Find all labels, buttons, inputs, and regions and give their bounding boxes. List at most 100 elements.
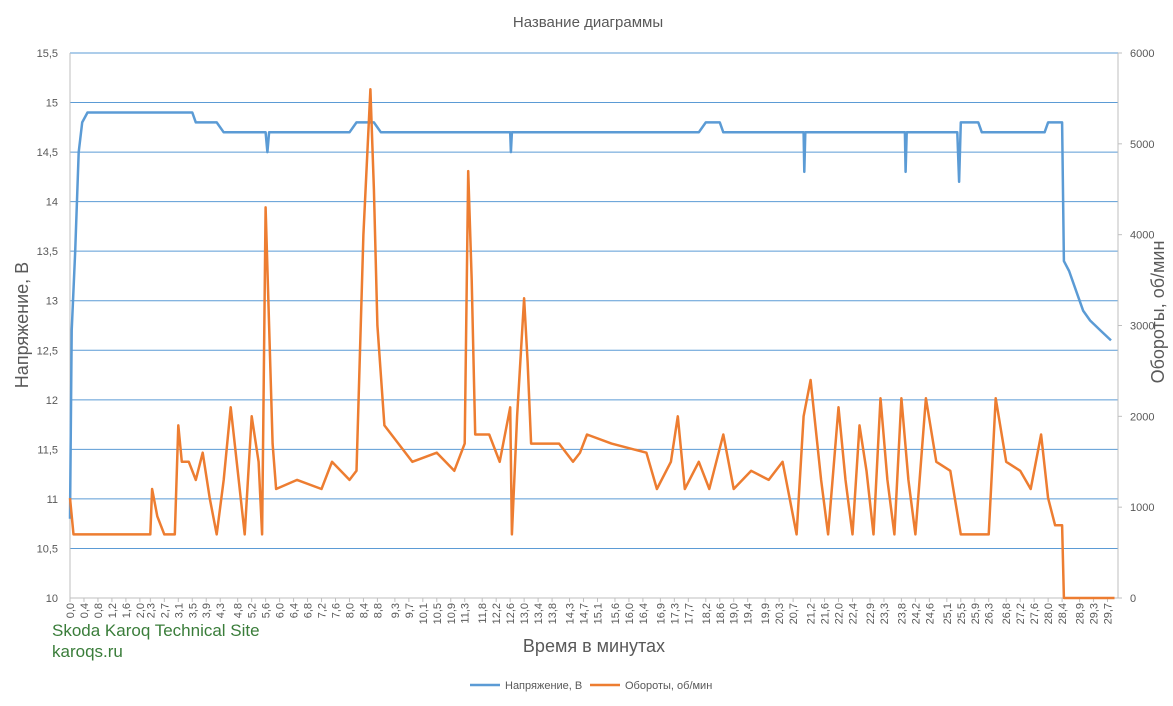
x-tick-label: 3,9 bbox=[201, 603, 213, 618]
x-tick-label: 15,6 bbox=[610, 603, 622, 624]
x-tick-label: 3,1 bbox=[173, 603, 185, 618]
x-tick-label: 29,3 bbox=[1089, 603, 1101, 624]
x-tick-label: 10,1 bbox=[418, 603, 430, 624]
x-tick-label: 6,8 bbox=[303, 603, 315, 618]
y-tick-label: 12 bbox=[46, 395, 58, 407]
x-tick-label: 14,3 bbox=[565, 603, 577, 624]
x-tick-label: 17,3 bbox=[669, 603, 681, 624]
y2-tick-label: 1000 bbox=[1130, 502, 1154, 514]
x-tick-label: 25,5 bbox=[956, 603, 968, 624]
x-tick-label: 18,2 bbox=[701, 603, 713, 624]
legend-label: Обороты, об/мин bbox=[625, 680, 712, 692]
x-tick-label: 5,2 bbox=[247, 603, 259, 618]
x-tick-label: 18,6 bbox=[715, 603, 727, 624]
series-line bbox=[68, 111, 1112, 519]
y-tick-label: 15 bbox=[46, 98, 58, 110]
x-tick-label: 27,2 bbox=[1015, 603, 1027, 624]
x-tick-label: 14,7 bbox=[579, 603, 591, 624]
x-tick-label: 12,6 bbox=[505, 603, 517, 624]
y2-axis-title: Обороты, об/мин bbox=[1148, 241, 1168, 384]
x-tick-label: 6,4 bbox=[289, 603, 301, 618]
x-tick-label: 12,2 bbox=[491, 603, 503, 624]
x-tick-label: 10,9 bbox=[446, 603, 458, 624]
y-tick-label: 11 bbox=[47, 494, 58, 506]
x-tick-label: 8,4 bbox=[358, 603, 370, 618]
x-tick-label: 15,1 bbox=[592, 603, 604, 624]
x-tick-label: 2,7 bbox=[159, 603, 171, 618]
y-tick-label: 14,5 bbox=[37, 147, 58, 159]
x-tick-label: 11,8 bbox=[477, 603, 489, 624]
x-tick-label: 17,7 bbox=[683, 603, 695, 624]
watermark: Skoda Karoq Technical Site bbox=[52, 621, 260, 640]
x-tick-label: 22,0 bbox=[834, 603, 846, 624]
chart-title: Название диаграммы bbox=[513, 14, 663, 31]
x-tick-label: 25,9 bbox=[970, 603, 982, 624]
x-tick-label: 28,0 bbox=[1043, 603, 1055, 624]
x-tick-label: 16,9 bbox=[655, 603, 667, 624]
x-tick-label: 2,3 bbox=[145, 603, 157, 618]
y2-tick-label: 6000 bbox=[1130, 48, 1154, 60]
x-tick-label: 4,3 bbox=[215, 603, 227, 618]
x-tick-label: 20,3 bbox=[774, 603, 786, 624]
x-tick-label: 1,2 bbox=[107, 603, 119, 618]
x-tick-label: 8,8 bbox=[372, 603, 384, 618]
watermark: karoqs.ru bbox=[52, 642, 123, 661]
x-tick-label: 9,7 bbox=[404, 603, 416, 618]
y2-tick-label: 4000 bbox=[1130, 230, 1154, 242]
y-tick-label: 15,5 bbox=[37, 48, 58, 60]
x-tick-label: 16,0 bbox=[624, 603, 636, 624]
x-tick-label: 8,0 bbox=[344, 603, 356, 618]
series-line bbox=[68, 88, 1115, 600]
x-tick-label: 24,6 bbox=[924, 603, 936, 624]
y2-tick-label: 3000 bbox=[1130, 321, 1154, 333]
x-tick-label: 0,8 bbox=[93, 603, 105, 618]
y-axis-title: Напряжение, В bbox=[12, 262, 32, 388]
y-tick-label: 12,5 bbox=[37, 345, 58, 357]
x-tick-label: 9,3 bbox=[390, 603, 402, 618]
x-tick-label: 26,8 bbox=[1001, 603, 1013, 624]
x-tick-label: 29,7 bbox=[1103, 603, 1115, 624]
x-axis-title: Время в минутах bbox=[523, 636, 665, 656]
x-tick-label: 16,4 bbox=[638, 603, 650, 624]
legend-label: Напряжение, В bbox=[505, 680, 582, 692]
x-tick-label: 21,6 bbox=[820, 603, 832, 624]
x-tick-label: 7,6 bbox=[330, 603, 342, 618]
x-tick-label: 27,6 bbox=[1029, 603, 1041, 624]
x-tick-label: 10,5 bbox=[432, 603, 444, 624]
x-tick-label: 28,9 bbox=[1075, 603, 1087, 624]
x-tick-label: 22,4 bbox=[848, 603, 860, 624]
y-tick-label: 11,5 bbox=[37, 444, 58, 456]
x-tick-label: 7,2 bbox=[317, 603, 329, 618]
x-tick-label: 22,9 bbox=[865, 603, 877, 624]
y-tick-label: 10,5 bbox=[37, 543, 58, 555]
x-tick-label: 4,8 bbox=[233, 603, 245, 618]
x-tick-label: 1,6 bbox=[121, 603, 133, 618]
y-tick-label: 10 bbox=[46, 593, 58, 605]
x-tick-label: 23,3 bbox=[879, 603, 891, 624]
x-tick-label: 2,0 bbox=[135, 603, 147, 618]
x-tick-label: 13,0 bbox=[519, 603, 531, 624]
x-tick-label: 25,1 bbox=[942, 603, 954, 624]
x-tick-label: 21,2 bbox=[806, 603, 818, 624]
x-tick-label: 23,8 bbox=[896, 603, 908, 624]
y-tick-label: 13,5 bbox=[37, 246, 58, 258]
x-tick-label: 0,4 bbox=[79, 603, 91, 618]
x-tick-label: 19,4 bbox=[743, 603, 755, 624]
x-tick-label: 0,0 bbox=[65, 603, 77, 618]
y-tick-label: 14 bbox=[46, 197, 58, 209]
x-tick-label: 13,8 bbox=[547, 603, 559, 624]
x-tick-label: 19,9 bbox=[760, 603, 772, 624]
y2-tick-label: 0 bbox=[1130, 593, 1136, 605]
x-tick-label: 26,3 bbox=[984, 603, 996, 624]
y2-tick-label: 5000 bbox=[1130, 139, 1154, 151]
plot-area: 10 10,5 11 11,5 12 12,5 13 13,5 14 14,5 15 15,5 0 100… bbox=[37, 48, 1155, 624]
x-tick-label: 3,5 bbox=[187, 603, 199, 618]
x-tick-label: 19,0 bbox=[729, 603, 741, 624]
x-tick-label: 20,7 bbox=[788, 603, 800, 624]
x-tick-label: 6,0 bbox=[275, 603, 287, 618]
y2-tick-label: 2000 bbox=[1130, 411, 1154, 423]
x-tick-label: 11,3 bbox=[460, 603, 472, 624]
x-tick-label: 24,2 bbox=[910, 603, 922, 624]
y-tick-label: 13 bbox=[46, 296, 58, 308]
